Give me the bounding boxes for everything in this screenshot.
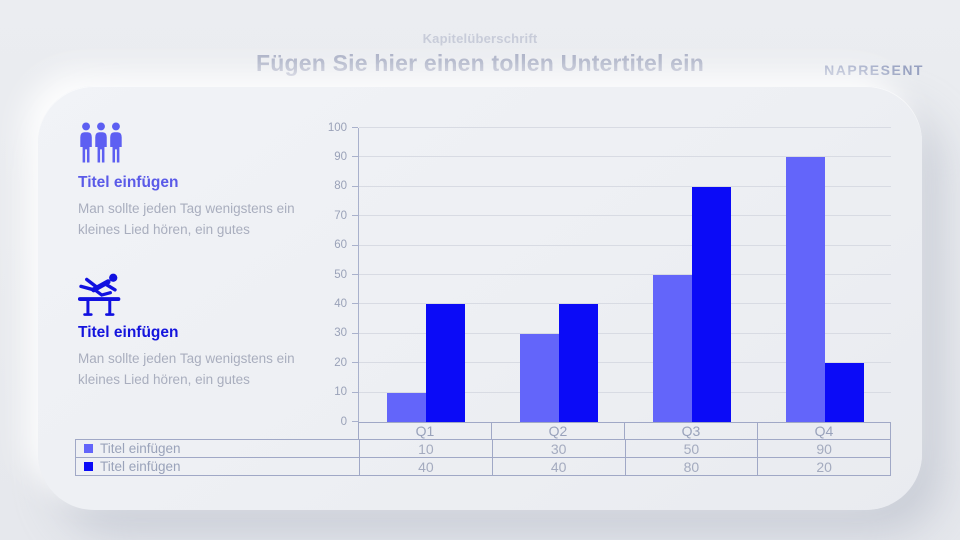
legend-label: Titel einfügen	[100, 459, 181, 474]
gridline	[359, 362, 891, 364]
bar-q1-series-2	[425, 304, 465, 422]
bar-q3-series-2	[691, 186, 731, 422]
y-axis-tick	[352, 244, 358, 246]
feature-title: Titel einfügen	[78, 174, 179, 191]
y-axis-tick-label: 100	[327, 121, 347, 134]
hurdler-icon	[77, 272, 122, 323]
gridline	[359, 244, 891, 246]
feature-body-line: kleines Lied hören, ein gutes	[78, 372, 250, 387]
y-axis-tick	[352, 156, 358, 158]
feature-body-line: Man sollte jeden Tag wenigstens ein	[78, 201, 295, 216]
category-header-cell: Q4	[757, 423, 890, 439]
feature-body: Man sollte jeden Tag wenigstens ein klei…	[78, 348, 328, 390]
bar-group-q4	[758, 128, 891, 422]
legend-swatch	[84, 444, 93, 453]
feature-block-2: Titel einfügen Man sollte jeden Tag weni…	[78, 324, 328, 390]
y-axis-tick-label: 80	[334, 180, 347, 193]
y-axis-tick	[352, 215, 358, 217]
y-axis-tick	[352, 127, 358, 128]
table-value-cell: 30	[491, 440, 625, 457]
bar-group-q3	[625, 128, 758, 422]
y-axis-tick	[352, 391, 358, 393]
feature-body-line: Man sollte jeden Tag wenigstens ein	[78, 351, 295, 366]
gridline	[359, 391, 891, 393]
gridline	[359, 156, 891, 158]
y-axis-tick-label: 60	[334, 238, 347, 251]
group-people-icon	[78, 122, 124, 169]
y-axis-tick-label: 20	[334, 356, 347, 369]
bar-q2-series-2	[558, 304, 598, 422]
data-table-rows: Titel einfügen 10 30 50 90 Titel einfügen 40 40…	[75, 439, 891, 476]
y-axis-tick-label: 10	[334, 385, 347, 398]
table-row-series-1: Titel einfügen 10 30 50 90	[75, 439, 891, 458]
y-axis-tick	[352, 332, 358, 334]
gridline	[359, 185, 891, 187]
table-row-series-2: Titel einfügen 40 40 80 20	[75, 457, 891, 476]
legend-cell: Titel einfügen	[76, 458, 359, 475]
bar-q4-series-2	[824, 363, 864, 422]
category-header-cell: Q3	[624, 423, 757, 439]
y-axis-tick-label: 0	[340, 415, 347, 428]
table-value-cell: 40	[359, 458, 492, 475]
bar-groups	[359, 128, 891, 422]
y-axis-tick-label: 30	[334, 327, 347, 340]
category-header-row: Q1 Q2 Q3 Q4	[358, 422, 891, 440]
y-axis-tick-label: 70	[334, 209, 347, 222]
feature-body-line: kleines Lied hören, ein gutes	[78, 222, 250, 237]
legend-swatch	[84, 462, 93, 471]
feature-title: Titel einfügen	[78, 324, 179, 341]
content-card: Titel einfügen Man sollte jeden Tag weni…	[38, 86, 922, 510]
y-axis-tick	[352, 362, 358, 364]
y-axis-tick-label: 90	[334, 150, 347, 163]
table-value-cell: 80	[624, 458, 758, 475]
slide-title: Fügen Sie hier einen tollen Untertitel e…	[255, 50, 705, 76]
plot-area: 0 10 20 30 40 50 60 70 80 90 100	[328, 122, 891, 427]
bar-group-q2	[492, 128, 625, 422]
category-header-cell: Q1	[415, 423, 435, 439]
feature-body: Man sollte jeden Tag wenigstens ein klei…	[78, 198, 328, 240]
y-axis-tick	[352, 421, 358, 422]
bar-q2-series-1	[519, 333, 559, 422]
brand-logo: NAPRESENT	[824, 62, 924, 78]
table-value-cell: 40	[491, 458, 625, 475]
table-value-cell: 20	[757, 458, 890, 475]
bar-group-q1	[359, 128, 492, 422]
legend-label: Titel einfügen	[100, 441, 181, 456]
gridline	[359, 215, 891, 217]
y-axis-tick-label: 50	[334, 268, 347, 281]
y-axis-tick-label: 40	[334, 297, 347, 310]
gridline	[359, 303, 891, 305]
y-axis-tick	[352, 185, 358, 187]
legend-cell: Titel einfügen	[76, 440, 359, 457]
bar-q3-series-1	[652, 275, 692, 422]
gridline	[359, 127, 891, 128]
gridline	[359, 274, 891, 275]
category-header-cell: Q2	[491, 423, 624, 439]
y-axis-tick	[352, 303, 358, 305]
gridline	[359, 332, 891, 334]
y-axis-tick	[352, 274, 358, 275]
table-value-cell: 10	[359, 440, 492, 457]
chapter-heading: Kapitelüberschrift	[422, 31, 538, 46]
bar-q4-series-1	[785, 157, 825, 422]
feature-block-1: Titel einfügen Man sollte jeden Tag weni…	[78, 174, 328, 240]
table-value-cell: 50	[624, 440, 758, 457]
bar-q1-series-1	[386, 392, 426, 422]
table-value-cell: 90	[757, 440, 890, 457]
